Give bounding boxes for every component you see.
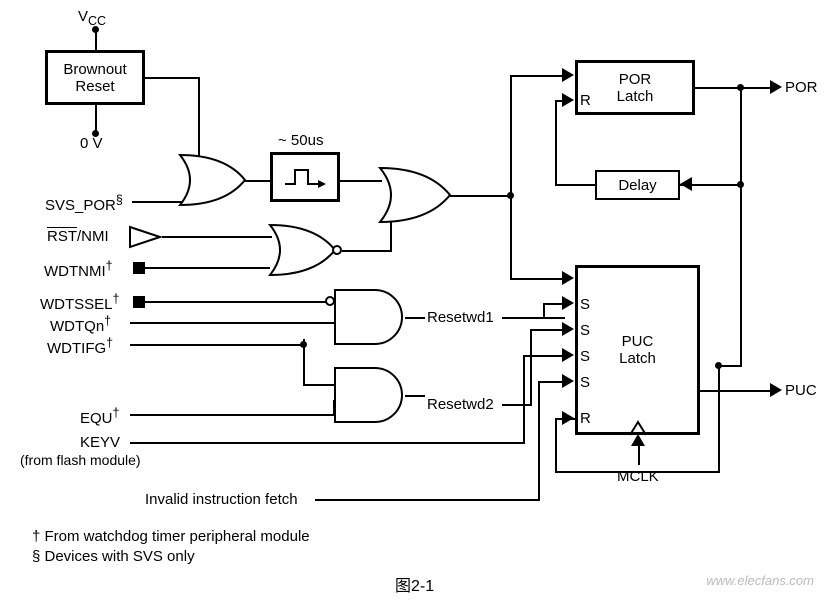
por-out-wire — [695, 87, 775, 89]
puc-r-v — [555, 418, 557, 473]
puc-r-v2 — [718, 365, 720, 473]
pulse-block — [270, 152, 340, 202]
resetwd2-label: Resetwd2 — [427, 396, 494, 413]
rst-label: RST/NMI — [47, 228, 109, 245]
and1-out — [405, 317, 425, 319]
por-out-label: POR — [785, 79, 818, 96]
watermark: www.elecfans.com — [706, 573, 814, 588]
keyv-wire — [130, 442, 525, 444]
wdtifg-down — [303, 344, 305, 386]
puc-r-arrow — [562, 411, 576, 425]
rst-wire — [162, 236, 272, 238]
por-s-arrow — [562, 68, 576, 82]
or1-gate — [170, 155, 250, 210]
puc-s1-arrow — [562, 271, 576, 285]
wdtssel-wire — [145, 301, 327, 303]
puc-s2-arrow — [562, 296, 576, 310]
and2-puc-v — [530, 329, 532, 406]
por-block: POR Latch — [575, 60, 695, 115]
brownout-down — [95, 105, 97, 133]
wdtssel-label: WDTSSEL† — [40, 292, 119, 313]
puc-s3-label: S — [580, 322, 590, 339]
dagger-note: † From watchdog timer peripheral module — [32, 528, 310, 545]
delay-block: Delay — [595, 170, 680, 200]
wdtnmi-term — [133, 262, 145, 274]
section-note: § Devices with SVS only — [32, 548, 195, 565]
or3-out — [450, 195, 510, 197]
invalid-v — [538, 381, 540, 501]
and1-puc — [502, 317, 565, 319]
wdtifg-label: WDTIFG† — [47, 336, 113, 357]
wdtifg-wire — [130, 344, 305, 346]
keyv-puc — [523, 355, 565, 357]
vcc-dot — [92, 26, 99, 33]
wdtnmi-wire — [145, 267, 270, 269]
or3-por-h — [510, 75, 565, 77]
brownout-block: Brownout Reset — [45, 50, 145, 105]
por-down-v — [740, 87, 742, 367]
puc-r-h3 — [718, 365, 740, 367]
puc-s5-label: S — [580, 374, 590, 391]
delay-in-arrow — [680, 177, 694, 191]
mclk-arrow — [631, 434, 645, 448]
puc-out-label: PUC — [785, 382, 817, 399]
wdtssel-term — [133, 296, 145, 308]
or2-gate — [260, 225, 340, 280]
and1-puc-v — [543, 303, 545, 319]
wdtqn-label: WDTQn† — [50, 314, 111, 335]
por-r-arrow — [562, 93, 576, 107]
or3-por-v — [510, 75, 512, 197]
brownout-or1-h — [145, 77, 200, 79]
mclk-clk-icon — [630, 422, 646, 435]
puc-s2-label: S — [580, 296, 590, 313]
delay-out-v — [555, 100, 557, 186]
or2-bubble — [332, 245, 342, 255]
flash-label: (from flash module) — [20, 452, 141, 468]
invalid-puc — [538, 381, 565, 383]
puc-out-wire — [700, 390, 775, 392]
mclk-label: MCLK — [617, 468, 659, 485]
wdtnmi-label: WDTNMI† — [44, 259, 113, 280]
resetwd1-label: Resetwd1 — [427, 309, 494, 326]
svs-por-label: SVS_POR§ — [45, 193, 123, 214]
or2-or3-h — [342, 250, 392, 252]
and2-puc-h — [530, 329, 565, 331]
equ-label: EQU† — [80, 406, 119, 427]
figure-label: 图2-1 — [395, 572, 434, 596]
invalid-wire — [315, 499, 540, 501]
or3-gate — [370, 168, 455, 228]
or3-puc-v — [510, 195, 512, 278]
wdtqn-wire — [130, 322, 335, 324]
or3-puc-h — [510, 278, 565, 280]
brownout-or1-v — [198, 77, 200, 165]
and2-out — [405, 395, 425, 397]
puc-s4-label: S — [580, 348, 590, 365]
delay-in-dot — [737, 181, 744, 188]
puc-block: PUC Latch — [575, 265, 700, 435]
puc-out-arrow — [770, 383, 784, 397]
puc-r-label: R — [580, 410, 591, 427]
puc-s4-arrow — [562, 348, 576, 362]
pulse-label: ~ 50us — [278, 132, 323, 149]
puc-s3-arrow — [562, 322, 576, 336]
vcc-label: VCC — [78, 8, 106, 28]
and2-puc — [502, 404, 532, 406]
por-r-label: R — [580, 92, 591, 109]
equ-wire — [130, 414, 335, 416]
delay-out-h — [555, 184, 595, 186]
puc-s5-arrow — [562, 374, 576, 388]
pulse-icon — [280, 162, 330, 192]
zerov-label: 0 V — [80, 135, 103, 152]
keyv-v — [523, 355, 525, 444]
keyv-label: KEYV — [80, 434, 120, 451]
invalid-label: Invalid instruction fetch — [145, 491, 298, 508]
por-out-arrow — [770, 80, 784, 94]
